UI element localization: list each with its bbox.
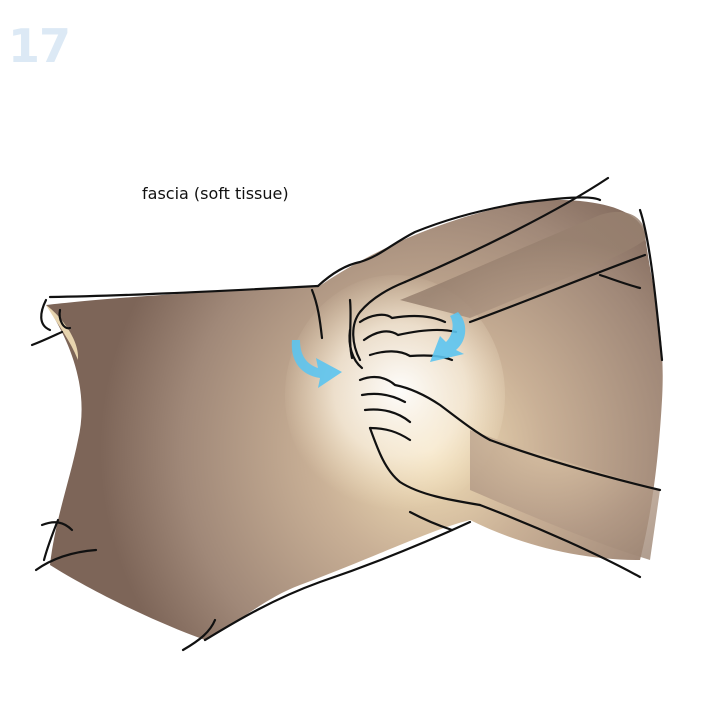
fascia-glow (285, 275, 505, 515)
curved-arrow-left-icon (430, 312, 466, 362)
lower-hand-outline (358, 375, 492, 442)
therapist-arm-lower (470, 430, 660, 560)
therapist-arm-upper (400, 211, 646, 318)
upper-hand-outline (352, 280, 458, 362)
arm-lower-line-top (488, 438, 662, 492)
step-number: 17 (8, 19, 71, 73)
curved-arrow-right-icon (291, 340, 342, 388)
fascia-fold-left (310, 288, 324, 340)
outline-strokes (30, 176, 664, 652)
arm-upper-line-top (403, 176, 610, 284)
arm-lower-line-bottom (478, 503, 642, 579)
arm-upper-line-bottom (468, 253, 647, 324)
back-contour (48, 284, 320, 299)
fascia-caption: fascia (soft tissue) (142, 184, 289, 203)
